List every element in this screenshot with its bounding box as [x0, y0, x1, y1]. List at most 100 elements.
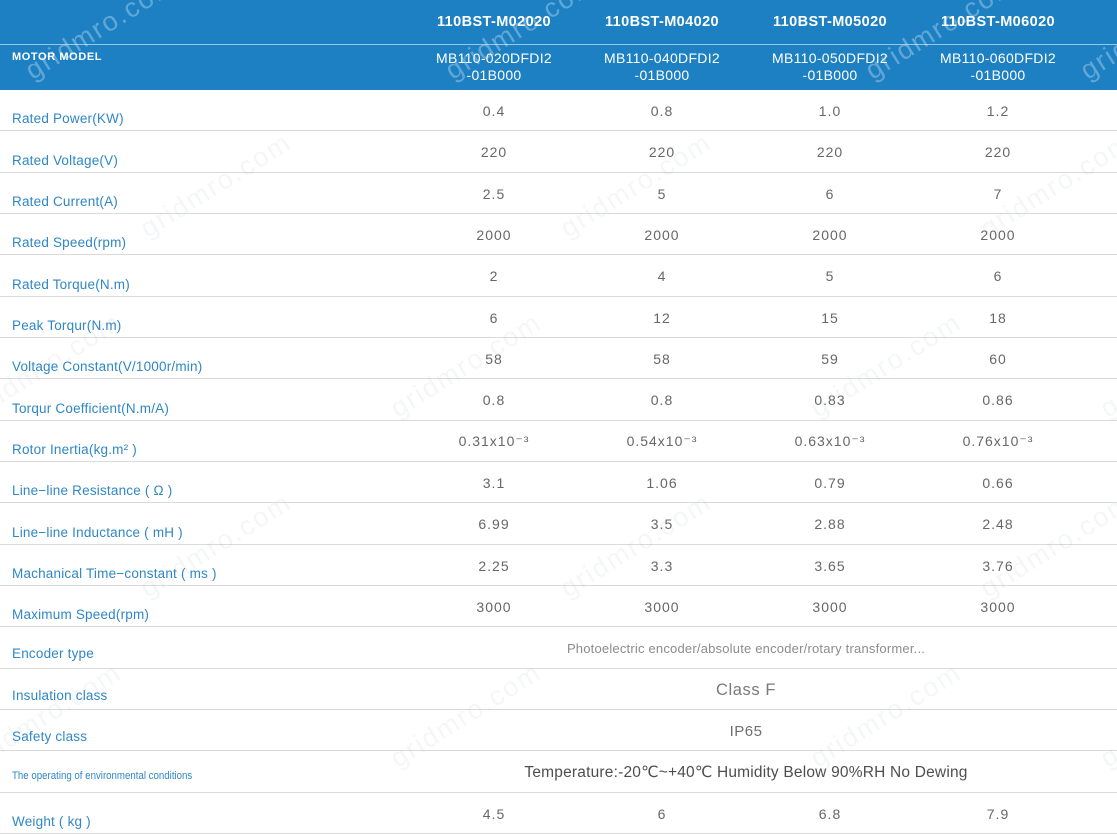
cell-value: 220 — [648, 144, 676, 161]
cell-value: 3000 — [980, 599, 1016, 616]
cell-value: 0.76x10⁻³ — [962, 433, 1034, 450]
cell-value: 2.88 — [814, 516, 846, 533]
row-label: Rated Voltage(V) — [12, 152, 119, 168]
table-body: 0.4 0.8 1.0 1.2 Rated Power(KW) 220 220 220 220 R… — [0, 90, 1117, 834]
table-row: 6 12 15 18 Peak Torqur(N.m) — [0, 297, 1117, 338]
cell-value: 3000 — [812, 599, 848, 616]
column-header-submodel: MB110-040DFDI2 -01B000 — [604, 49, 720, 83]
column-header-model: 110BST-M05020 — [772, 14, 888, 30]
cell-value: 220 — [480, 144, 508, 161]
cell-value: 0.79 — [814, 475, 846, 492]
table-row: 6.99 3.5 2.88 2.48 Line−line Inductance ( mH… — [0, 503, 1117, 545]
header-model-row: 110BST-M02020 110BST-M04020 110BST-M05020 1… — [0, 0, 1117, 44]
column-header-submodel: MB110-050DFDI2 -01B000 — [772, 49, 888, 83]
table-row: 3000 3000 3000 3000 Maximum Speed(rpm) — [0, 586, 1117, 628]
table-row: 58 58 59 60 Voltage Constant(V/1000r/min) — [0, 338, 1117, 380]
table-row: Photoelectric encoder/absolute encoder/r… — [0, 627, 1117, 669]
header-divider — [0, 44, 1117, 45]
cell-value: 5 — [825, 268, 835, 285]
cell-value: 0.86 — [982, 392, 1014, 409]
cell-value: 3.3 — [650, 557, 674, 574]
row-label: Rated Power(KW) — [12, 111, 124, 127]
cell-value: 3000 — [644, 599, 680, 616]
cell-value: 2.5 — [482, 185, 506, 202]
cell-value: 0.54x10⁻³ — [626, 433, 698, 450]
row-label: Peak Torqur(N.m) — [12, 317, 122, 333]
table-row: 0.8 0.8 0.83 0.86 Torqur Coefficient(N.m/A) — [0, 379, 1117, 421]
span-value: IP65 — [729, 723, 763, 741]
cell-value: 1.0 — [818, 103, 842, 120]
cell-value: 2.48 — [982, 516, 1014, 533]
column-header-model: 110BST-M06020 — [940, 14, 1056, 30]
row-label: Voltage Constant(V/1000r/min) — [12, 359, 203, 375]
cell-value: 1.06 — [646, 475, 678, 492]
table-row: Temperature:-20℃~+40℃ Humidity Below 90%… — [0, 751, 1117, 793]
row-label: Weight ( kg ) — [12, 813, 91, 829]
cell-value: 59 — [821, 351, 839, 368]
table-row: 3.1 1.06 0.79 0.66 Line−line Resistance ( Ω … — [0, 462, 1117, 504]
cell-value: 6 — [657, 805, 667, 822]
cell-value: 3.65 — [814, 557, 846, 574]
cell-value: 2000 — [476, 227, 512, 244]
row-label: Rated Torque(N.m) — [12, 276, 130, 292]
cell-value: 6 — [993, 268, 1003, 285]
cell-value: 220 — [984, 144, 1012, 161]
span-value: Photoelectric encoder/absolute encoder/r… — [566, 641, 926, 657]
table-row: 2.25 3.3 3.65 3.76 Machanical Time−constant … — [0, 545, 1117, 586]
cell-value: 4 — [657, 268, 667, 285]
cell-value: 220 — [816, 144, 844, 161]
cell-value: 2000 — [812, 227, 848, 244]
row-label: Encoder type — [12, 646, 94, 662]
cell-value: 58 — [653, 351, 671, 368]
cell-value: 15 — [821, 309, 839, 326]
cell-value: 7 — [993, 185, 1003, 202]
cell-value: 0.63x10⁻³ — [794, 433, 866, 450]
row-label: Insulation class — [12, 687, 108, 703]
cell-value: 3.1 — [482, 475, 506, 492]
cell-value: 5 — [657, 185, 667, 202]
cell-value: 0.8 — [650, 103, 674, 120]
table-row: 2000 2000 2000 2000 Rated Speed(rpm) — [0, 214, 1117, 256]
cell-value: 18 — [989, 309, 1007, 326]
cell-value: 0.66 — [982, 475, 1014, 492]
table-row: 4.5 6 6.8 7.9 Weight ( kg ) — [0, 793, 1117, 834]
cell-value: 6.8 — [818, 805, 842, 822]
cell-value: 2000 — [644, 227, 680, 244]
row-label: Maximum Speed(rpm) — [12, 607, 150, 623]
column-header-submodel: MB110-020DFDI2 -01B000 — [436, 49, 552, 83]
table-row: 2.5 5 6 7 Rated Current(A) — [0, 173, 1117, 214]
cell-value: 7.9 — [986, 805, 1010, 822]
column-header-submodel: MB110-060DFDI2 -01B000 — [940, 49, 1056, 83]
table-row: Class F Insulation class — [0, 669, 1117, 710]
cell-value: 0.4 — [482, 103, 506, 120]
cell-value: 2.25 — [478, 557, 510, 574]
cell-value: 0.31x10⁻³ — [458, 433, 530, 450]
cell-value: 58 — [485, 351, 503, 368]
cell-value: 0.8 — [482, 392, 506, 409]
table-row: 220 220 220 220 Rated Voltage(V) — [0, 131, 1117, 173]
cell-value: 4.5 — [482, 805, 506, 822]
cell-value: 6.99 — [478, 516, 510, 533]
cell-value: 6 — [489, 309, 499, 326]
row-label: Line−line Resistance ( Ω ) — [12, 483, 173, 499]
row-label: Machanical Time−constant ( ms ) — [12, 565, 217, 581]
column-header-model: 110BST-M02020 — [436, 14, 552, 30]
cell-value: 3000 — [476, 599, 512, 616]
cell-value: 1.2 — [986, 103, 1010, 120]
span-value: Temperature:-20℃~+40℃ Humidity Below 90%… — [524, 764, 968, 782]
cell-value: 6 — [825, 185, 835, 202]
cell-value: 3.76 — [982, 557, 1014, 574]
cell-value: 3.5 — [650, 516, 674, 533]
table-row: 2 4 5 6 Rated Torque(N.m) — [0, 255, 1117, 297]
cell-value: 2 — [489, 268, 499, 285]
row-label: Rated Current(A) — [12, 193, 118, 209]
cell-value: 2000 — [980, 227, 1016, 244]
span-value: Class F — [715, 680, 777, 699]
row-label: The operating of environmental condition… — [12, 770, 193, 783]
table-row: 0.31x10⁻³ 0.54x10⁻³ 0.63x10⁻³ 0.76x10⁻³ Roto… — [0, 421, 1117, 462]
row-label: Line−line Inductance ( mH ) — [12, 524, 183, 540]
cell-value: 12 — [653, 309, 671, 326]
cell-value: 0.8 — [650, 392, 674, 409]
cell-value: 60 — [989, 351, 1007, 368]
row-label: Rated Speed(rpm) — [12, 235, 127, 251]
